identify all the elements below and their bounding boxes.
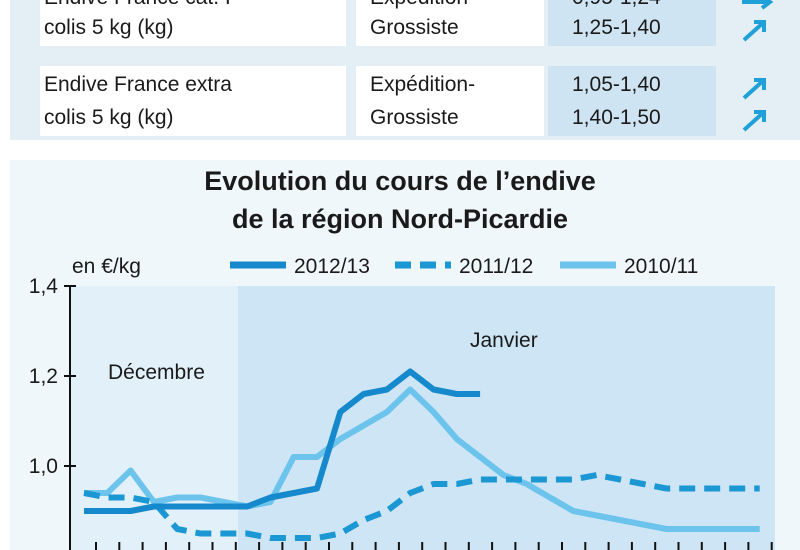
arrow-icon	[742, 78, 766, 100]
cell-bg	[40, 66, 346, 136]
arrows	[742, 0, 774, 132]
table-cell-text: 0,95-1,24	[572, 0, 661, 9]
y-tick-label: 1,0	[29, 455, 58, 478]
series-line	[83, 472, 760, 541]
legend-label: 2010/11	[624, 255, 698, 278]
cell-bg	[356, 0, 544, 46]
legend-label: 2012/13	[294, 255, 370, 278]
chart-title: de la région Nord-Picardie	[232, 204, 568, 234]
table-cell-text: colis 5 kg (kg)	[44, 106, 174, 129]
cell-bg	[548, 66, 716, 136]
table-cell-text: Expédition-	[370, 73, 475, 96]
series-line	[84, 368, 481, 514]
chart-title: Evolution du cours de l’endive	[204, 166, 596, 196]
legend-label: 2011/12	[459, 255, 533, 278]
table-cell-text: Endive France cat. I	[44, 0, 231, 9]
arrow-icon	[742, 20, 766, 42]
table-cell-text: 1,40-1,50	[572, 106, 661, 129]
annotation: Décembre	[108, 361, 205, 384]
arrow-icon	[742, 110, 766, 132]
table-cell-text: Grossiste	[370, 106, 459, 129]
arrow-icon	[742, 0, 774, 10]
y-tick-label: 1,4	[29, 275, 59, 298]
table-cell-text: colis 5 kg (kg)	[44, 16, 174, 39]
table-cell-text: Endive France extra	[44, 73, 232, 96]
y-tick-label: 1,2	[29, 365, 58, 388]
annotation: Janvier	[470, 329, 538, 352]
table-cell-text: Expédition-	[370, 0, 475, 9]
cell-bg	[548, 0, 716, 46]
y-axis-label: en €/kg	[72, 255, 141, 278]
table-cell-text: 1,05-1,40	[572, 73, 661, 96]
month-band	[238, 286, 775, 550]
table-cell-text: 1,25-1,40	[572, 16, 661, 39]
cell-bg	[40, 0, 346, 46]
cell-bg	[356, 66, 544, 136]
series-line	[84, 386, 760, 532]
table-cell-text: Grossiste	[370, 16, 459, 39]
